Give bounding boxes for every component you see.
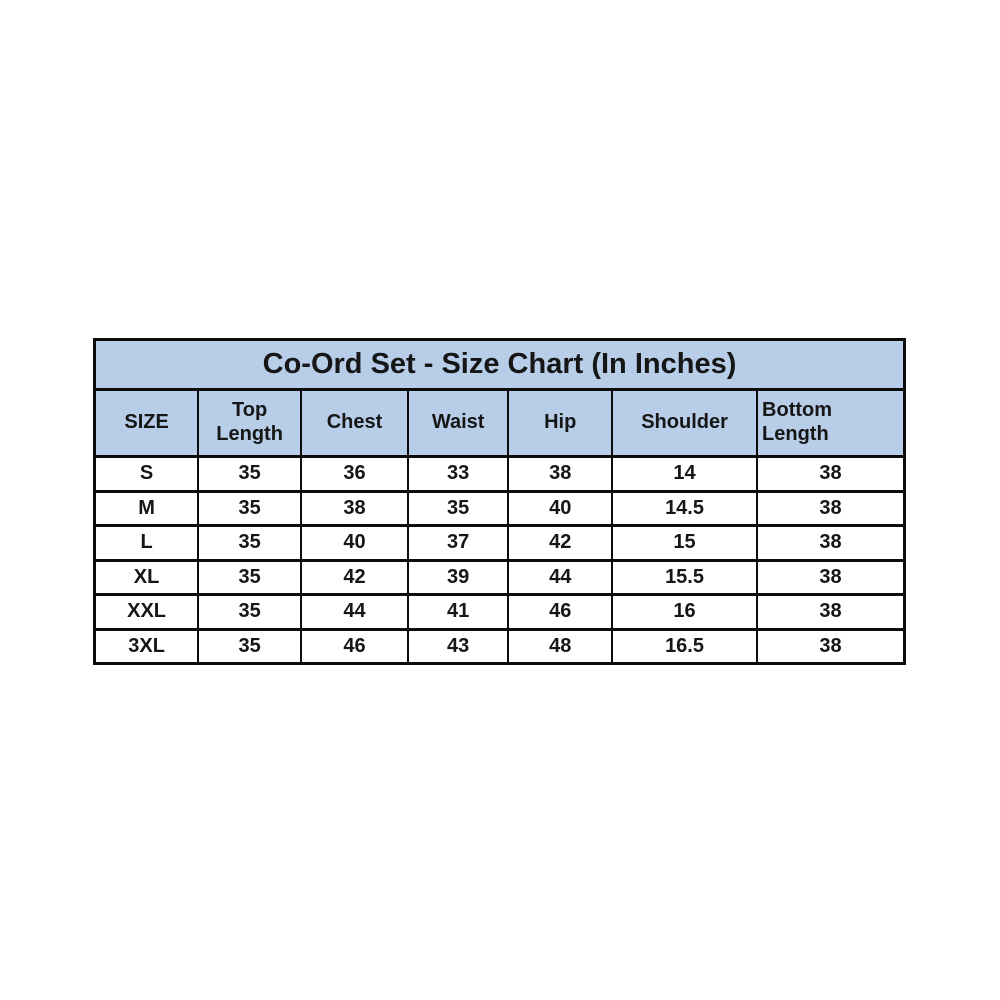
value-cell: 39 [406,558,510,596]
size-cell: M [93,489,200,527]
value-cell: 46 [300,627,409,665]
value-cell: 38 [756,455,906,492]
value-cell: 42 [507,524,614,561]
column-header: Waist [406,388,510,458]
value-cell: 35 [197,558,303,596]
value-cell: 38 [756,558,906,596]
size-cell: XXL [93,593,200,630]
value-cell: 14 [611,455,759,492]
value-cell: 35 [406,489,510,527]
value-cell: 38 [756,627,906,665]
table-title-row: Co-Ord Set - Size Chart (In Inches) [93,338,906,391]
value-cell: 44 [300,593,409,630]
size-cell: 3XL [93,627,200,665]
table-row: L 35 40 37 42 15 38 [93,524,906,561]
value-cell: 16 [611,593,759,630]
value-cell: 48 [507,627,614,665]
value-cell: 44 [507,558,614,596]
value-cell: 35 [197,455,303,492]
value-cell: 38 [756,593,906,630]
value-cell: 40 [300,524,409,561]
value-cell: 35 [197,627,303,665]
table-row: S 35 36 33 38 14 38 [93,455,906,492]
table-title: Co-Ord Set - Size Chart (In Inches) [93,338,906,391]
column-header: SIZE [93,388,200,458]
column-header: Bottom Length [756,388,906,458]
size-chart-table: Co-Ord Set - Size Chart (In Inches) SIZE… [93,338,906,665]
size-chart-container: Co-Ord Set - Size Chart (In Inches) SIZE… [93,338,906,665]
value-cell: 33 [406,455,510,492]
column-header: Top Length [197,388,303,458]
value-cell: 38 [756,524,906,561]
value-cell: 15 [611,524,759,561]
value-cell: 35 [197,593,303,630]
table-row: XL 35 42 39 44 15.5 38 [93,558,906,596]
table-row: M 35 38 35 40 14.5 38 [93,489,906,527]
value-cell: 15.5 [611,558,759,596]
column-header: Hip [507,388,614,458]
table-header-row: SIZE Top Length Chest Waist Hip Shoulder Botto… [93,388,906,458]
value-cell: 37 [406,524,510,561]
column-header: Shoulder [611,388,759,458]
value-cell: 16.5 [611,627,759,665]
value-cell: 40 [507,489,614,527]
table-row: XXL 35 44 41 46 16 38 [93,593,906,630]
value-cell: 46 [507,593,614,630]
value-cell: 41 [406,593,510,630]
size-cell: L [93,524,200,561]
value-cell: 38 [300,489,409,527]
table-body: S 35 36 33 38 14 38 M 35 38 35 40 14.5 38 L 35 40 37 42 15 3… [93,455,906,665]
value-cell: 42 [300,558,409,596]
value-cell: 36 [300,455,409,492]
column-header: Chest [300,388,409,458]
value-cell: 35 [197,489,303,527]
size-cell: XL [93,558,200,596]
size-cell: S [93,455,200,492]
value-cell: 35 [197,524,303,561]
value-cell: 38 [507,455,614,492]
value-cell: 38 [756,489,906,527]
value-cell: 43 [406,627,510,665]
table-row: 3XL 35 46 43 48 16.5 38 [93,627,906,665]
value-cell: 14.5 [611,489,759,527]
